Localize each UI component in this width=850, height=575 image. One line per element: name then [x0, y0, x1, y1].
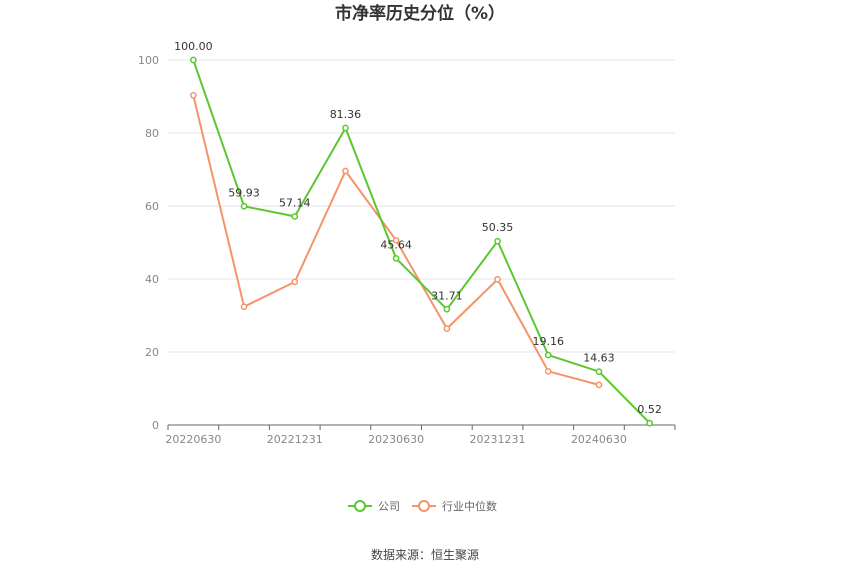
y-tick-label: 0: [152, 419, 159, 432]
y-tick-label: 80: [145, 127, 159, 140]
legend-item-1[interactable]: 行业中位数: [412, 499, 497, 513]
x-tick-label: 20230630: [368, 433, 424, 446]
data-labels: 100.00 59.93 57.14 81.36 45.64 31.71 50.35 19.1…: [174, 40, 662, 416]
series-1-point[interactable]: [240, 303, 248, 311]
legend-item-0[interactable]: 公司: [348, 500, 400, 513]
series-1-point[interactable]: [392, 236, 400, 244]
series-lines: [192, 59, 651, 424]
series-0-point[interactable]: [392, 255, 400, 262]
data-label: 57.14: [279, 196, 311, 209]
data-label: 14.63: [583, 352, 615, 365]
series-line-0: [192, 59, 651, 424]
x-axis: 20220630 20221231 20230630 20231231 20240630: [165, 424, 676, 446]
grid: [168, 59, 675, 353]
legend-marker: [418, 500, 430, 512]
data-label: 81.36: [330, 108, 362, 121]
series-0-point[interactable]: [646, 419, 654, 427]
data-label: 31.71: [431, 289, 463, 302]
data-label: 59.93: [228, 186, 260, 199]
series-1-point[interactable]: [544, 367, 552, 375]
source-note: 数据来源：恒生聚源: [371, 547, 479, 562]
series-0-point[interactable]: [544, 351, 552, 359]
y-tick-label: 100: [138, 54, 159, 67]
data-label: 50.35: [482, 221, 514, 234]
series-1-point[interactable]: [342, 167, 349, 175]
x-tick-label: 20231231: [470, 433, 526, 446]
legend-label: 行业中位数: [442, 499, 497, 513]
data-label: 45.64: [380, 238, 412, 251]
series-0-point[interactable]: [494, 237, 501, 245]
y-axis: 0 20 40 60 80 100: [138, 54, 159, 432]
series-0-point[interactable]: [291, 213, 299, 220]
series-1-point[interactable]: [443, 325, 451, 332]
series-1-point[interactable]: [595, 381, 603, 389]
y-tick-label: 20: [145, 346, 159, 359]
series-points: [190, 56, 654, 427]
series-0-point[interactable]: [443, 305, 451, 313]
series-1-point[interactable]: [494, 276, 501, 283]
data-label: 19.16: [533, 335, 565, 348]
series-1-point[interactable]: [291, 278, 299, 286]
legend-label: 公司: [378, 500, 400, 513]
y-tick-label: 60: [145, 200, 159, 213]
legend[interactable]: 公司 行业中位数: [348, 499, 497, 513]
series-0-point[interactable]: [342, 124, 349, 132]
data-label: 100.00: [174, 40, 213, 53]
legend-marker: [354, 500, 366, 512]
chart-title: 市净率历史分位（%）: [335, 3, 505, 24]
x-tick-label: 20221231: [267, 433, 323, 446]
x-tick-label: 20220630: [165, 433, 221, 446]
x-tick-label: 20240630: [571, 433, 627, 446]
data-label: 0.52: [637, 403, 662, 416]
series-0-point[interactable]: [190, 56, 197, 64]
series-0-point[interactable]: [240, 202, 248, 210]
series-0-point[interactable]: [595, 368, 603, 375]
series-1-point[interactable]: [190, 92, 197, 99]
y-tick-label: 40: [145, 273, 159, 286]
